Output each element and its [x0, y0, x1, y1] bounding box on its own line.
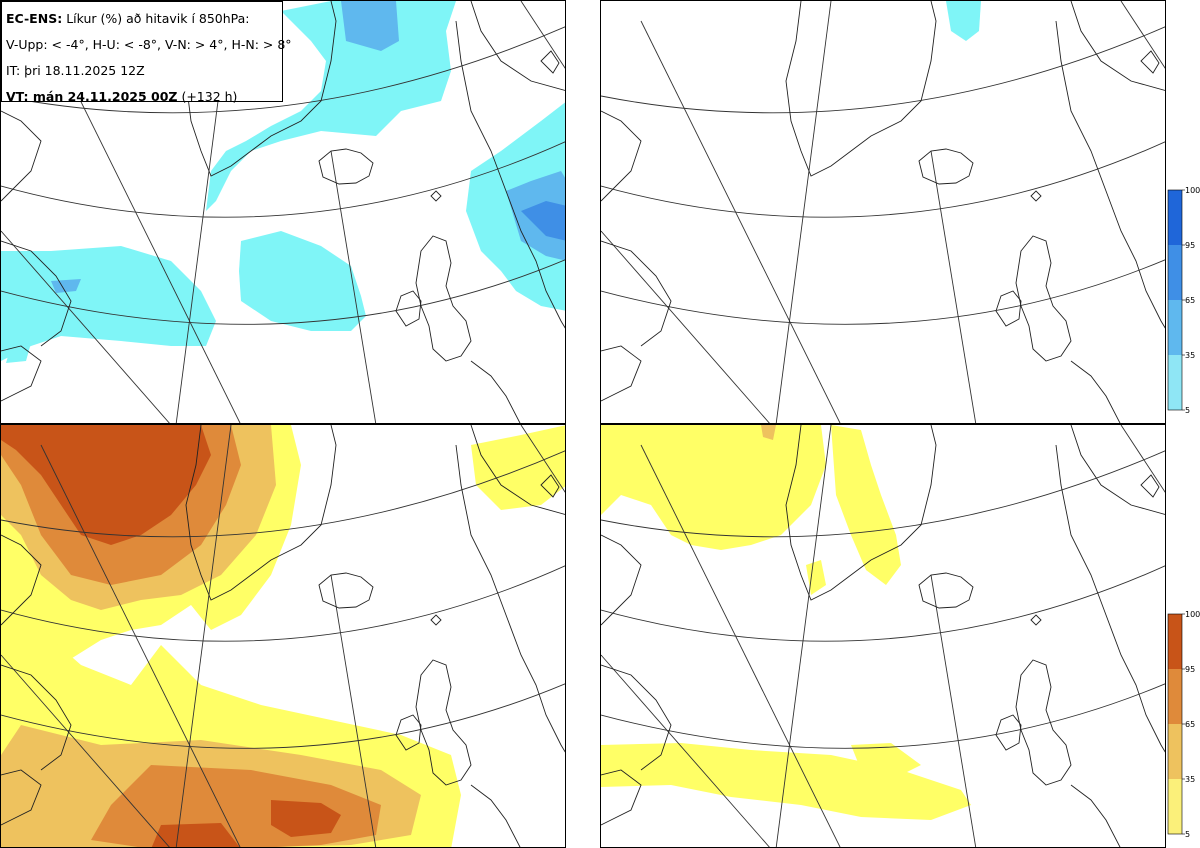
colorbar-tick-label: 95	[1185, 665, 1195, 674]
colorbar-band	[1168, 190, 1182, 245]
valid-time-line: VT: mán 24.11.2025 00Z (+132 h)	[6, 84, 282, 110]
lead-time: (+132 h)	[181, 89, 238, 104]
colorbar-svg: 100 95 65 35 5	[1167, 186, 1200, 415]
colorbar-svg: 100 95 65 35 5	[1167, 610, 1200, 839]
colorbar-band	[1168, 245, 1182, 300]
map-panel-cold-8	[600, 0, 1166, 424]
colorbar-band	[1168, 614, 1182, 669]
init-time: IT: þri 18.11.2025 12Z	[6, 63, 145, 78]
colorbar-band	[1168, 669, 1182, 724]
probability-field	[946, 1, 981, 41]
map-panel-warm-8	[600, 424, 1166, 848]
forecast-info-box: EC-ENS: Líkur (%) að hitavik í 850hPa: V…	[1, 1, 292, 104]
colorbar-band	[1168, 300, 1182, 355]
probability-field	[1, 1, 565, 363]
colorbar-band	[1168, 724, 1182, 779]
colorbar-tick-label: 5	[1185, 830, 1190, 839]
map-panel-cold-4: EC-ENS: Líkur (%) að hitavik í 850hPa: V…	[0, 0, 566, 424]
colorbar-tick-label: 5	[1185, 406, 1190, 415]
threshold-legend: V-Upp: < -4°, H-U: < -8°, V-N: > 4°, H-N…	[6, 37, 292, 52]
colorbar-band	[1168, 779, 1182, 834]
colorbar-band	[1168, 355, 1182, 410]
colorbar-tick-label: 100	[1185, 186, 1200, 195]
map-canvas	[1, 1, 565, 423]
title-line: EC-ENS: Líkur (%) að hitavik í 850hPa:	[6, 6, 282, 32]
colorbar-tick-label: 35	[1185, 351, 1195, 360]
probability-field	[601, 425, 971, 820]
model-label: EC-ENS:	[6, 11, 63, 26]
valid-time: VT: mán 24.11.2025 00Z	[6, 89, 178, 104]
title-text: Líkur (%) að hitavik í 850hPa:	[66, 11, 250, 26]
colorbar-tick-label: 65	[1185, 720, 1195, 729]
map-canvas	[1, 425, 565, 847]
colorbar-tick-label: 65	[1185, 296, 1195, 305]
colorbar-warm-right: 100 95 65 35 5	[1160, 609, 1200, 839]
map-canvas	[601, 1, 1165, 423]
colorbar-tick-label: 95	[1185, 241, 1195, 250]
map-canvas	[601, 425, 1165, 847]
colorbar-tick-label: 100	[1185, 610, 1200, 619]
colorbar-cold-right: 100 95 65 35 5	[1160, 185, 1200, 415]
colorbar-tick-label: 35	[1185, 775, 1195, 784]
probability-field	[1, 425, 565, 847]
